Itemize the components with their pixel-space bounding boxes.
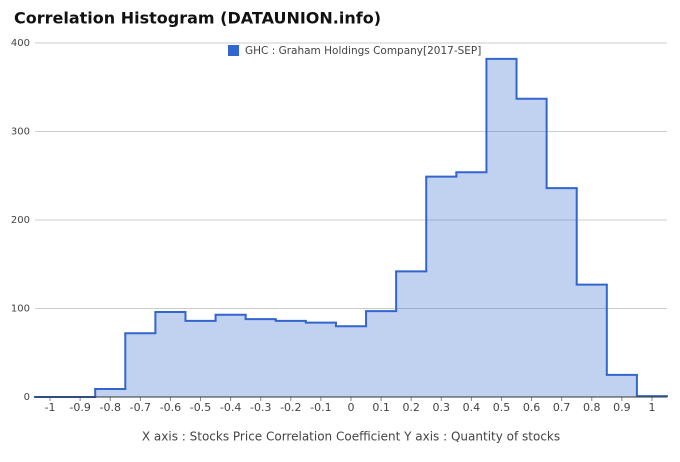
area-column: [456, 172, 487, 397]
x-tick-label: -0.8: [100, 401, 121, 414]
x-tick-label: -1: [45, 401, 56, 414]
y-tick-label: 400: [11, 38, 30, 49]
area-column: [606, 374, 637, 397]
x-tick-label: -0.2: [280, 401, 301, 414]
x-tick-label: -0.7: [130, 401, 151, 414]
chart-title: Correlation Histogram (DATAUNION.info): [14, 9, 381, 28]
area-column: [275, 320, 306, 397]
area-column: [486, 58, 517, 398]
legend-swatch: [228, 45, 239, 56]
area-column: [546, 188, 577, 397]
x-tick-label: 1: [648, 401, 655, 414]
x-tick-label: 0.7: [553, 401, 571, 414]
area-column: [576, 284, 607, 397]
area-column: [516, 98, 547, 397]
area-column: [245, 319, 276, 397]
y-tick-label: 200: [11, 215, 30, 226]
area-column: [185, 320, 216, 397]
area-column: [215, 314, 246, 397]
x-tick-label: 0.5: [493, 401, 511, 414]
area-column: [95, 389, 126, 397]
area-column: [125, 333, 156, 397]
area-column: [335, 326, 367, 397]
x-tick-label: 0.1: [372, 401, 390, 414]
legend-label: GHC : Graham Holdings Company[2017-SEP]: [245, 45, 481, 57]
x-tick-label: -0.4: [220, 401, 241, 414]
x-tick-label: -0.9: [69, 401, 90, 414]
x-axis-label: X axis : Stocks Price Correlation Coeffi…: [142, 430, 560, 444]
y-tick-label: 0: [24, 392, 30, 403]
area-column: [396, 271, 427, 397]
y-tick-label: 100: [11, 304, 30, 315]
x-tick-label: 0.4: [463, 401, 481, 414]
x-tick-label: -0.3: [250, 401, 271, 414]
x-tick-label: -0.6: [160, 401, 181, 414]
x-tick-label: -0.1: [310, 401, 331, 414]
x-tick-label: 0.2: [402, 401, 420, 414]
y-tick-label: 300: [11, 127, 30, 138]
x-tick-label: -0.5: [190, 401, 211, 414]
area-column: [305, 322, 336, 397]
x-tick-label: 0.8: [583, 401, 601, 414]
x-tick-label: 0: [348, 401, 355, 414]
area-column: [366, 311, 397, 397]
area-column: [426, 176, 457, 397]
x-tick-label: 0.3: [433, 401, 451, 414]
area-column: [155, 312, 186, 397]
x-tick-label: 0.6: [523, 401, 541, 414]
x-tick-label: 0.9: [613, 401, 631, 414]
